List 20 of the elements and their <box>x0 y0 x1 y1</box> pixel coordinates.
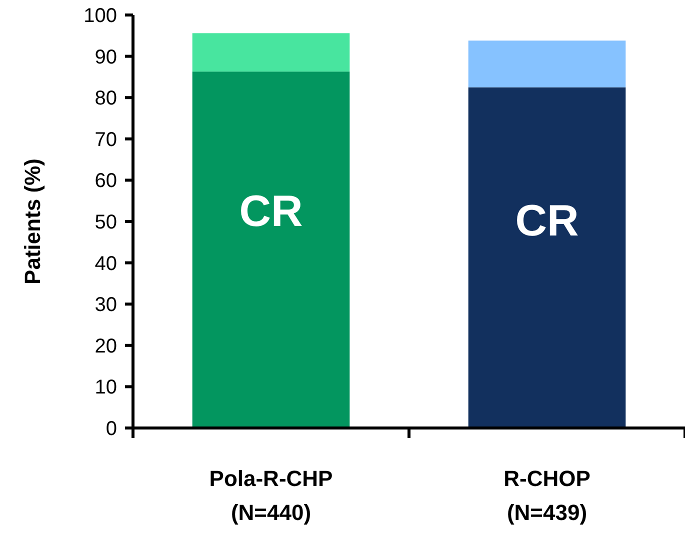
y-tick-label: 80 <box>94 88 117 110</box>
y-tick-label: 40 <box>94 252 117 275</box>
y-tick-label: 100 <box>84 5 117 27</box>
x-tick-label: R-CHOP (N=439) <box>504 466 590 525</box>
y-tick-label: 60 <box>94 170 117 192</box>
y-tick-label: 0 <box>106 418 117 440</box>
bar <box>192 72 350 428</box>
y-tick-label: 10 <box>94 376 117 399</box>
y-tick-label: 30 <box>94 294 117 316</box>
y-tick-label: 50 <box>94 212 117 234</box>
y-tick-label: 20 <box>94 335 117 358</box>
y-tick-label: 70 <box>94 128 117 151</box>
annotation: CR <box>239 186 303 236</box>
bar <box>468 87 626 428</box>
bar <box>192 33 350 72</box>
bar <box>468 40 626 88</box>
annotation: CR <box>515 196 579 246</box>
y-axis-title: Patients (%) <box>20 158 45 284</box>
y-tick-label: 90 <box>94 46 117 68</box>
x-tick-label: Pola-R-CHP (N=440) <box>209 466 333 525</box>
